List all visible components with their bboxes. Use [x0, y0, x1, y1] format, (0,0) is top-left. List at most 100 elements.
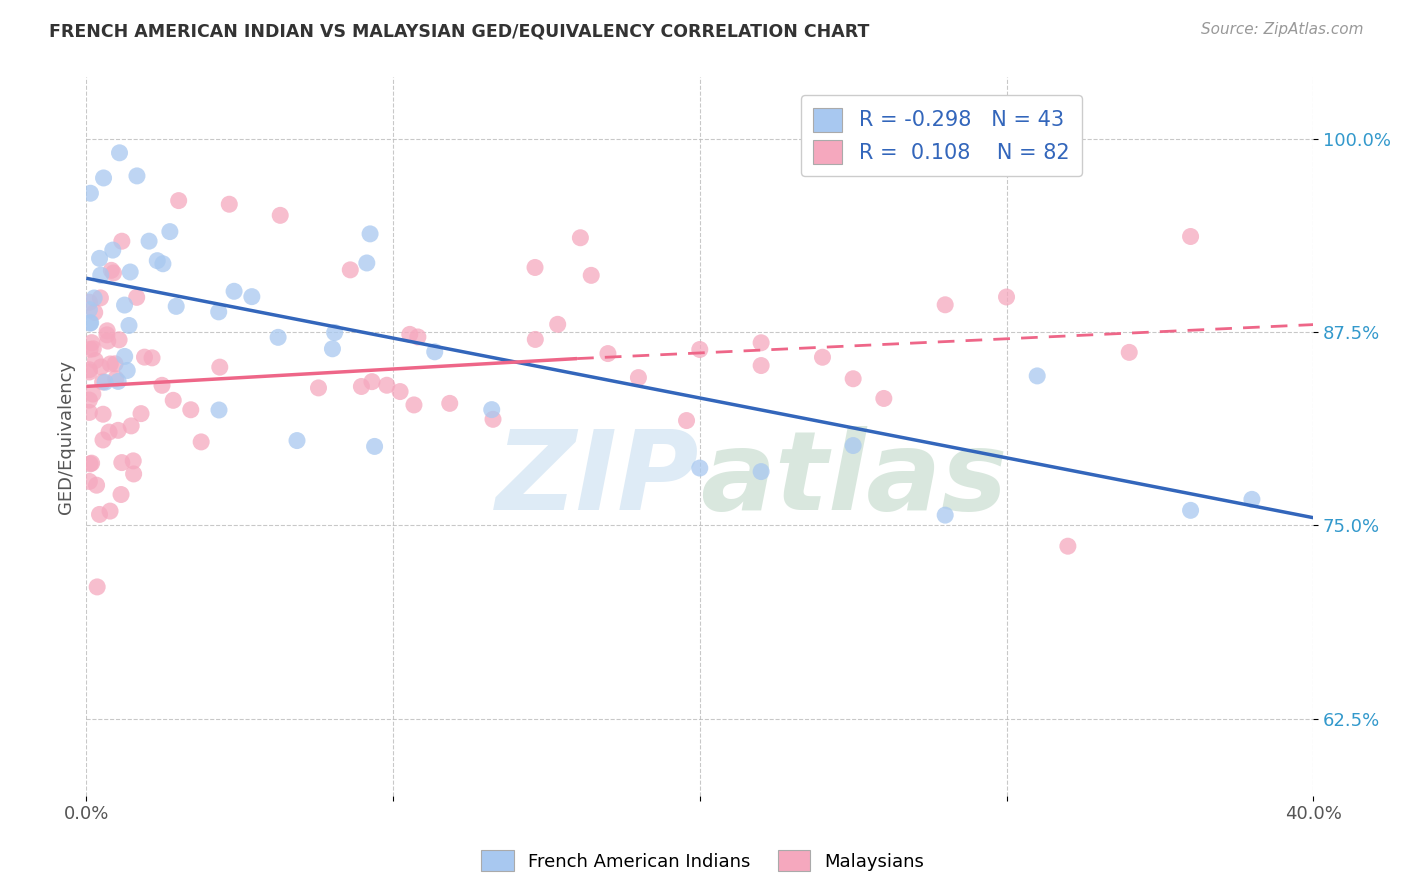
Point [79, 475, 101, 489]
Point [524, 260, 547, 275]
Point [402, 398, 425, 412]
Point [91, 433, 114, 447]
Point [83, 305, 105, 319]
Point [80, 335, 103, 350]
Point [98, 425, 121, 439]
Point [995, 290, 1018, 304]
Point [749, 335, 772, 350]
Point [120, 265, 142, 279]
Point [96, 327, 118, 342]
Point [934, 508, 956, 523]
Point [111, 456, 134, 470]
Point [82, 387, 104, 401]
Point [90, 268, 112, 282]
Point [79, 186, 101, 201]
Legend: R = -0.298   N = 43, R =  0.108    N = 82: R = -0.298 N = 43, R = 0.108 N = 82 [800, 95, 1083, 177]
Point [627, 370, 650, 384]
Point [150, 378, 173, 392]
Point [114, 298, 136, 312]
Point [842, 438, 865, 452]
Point [91, 407, 114, 421]
Point [190, 434, 212, 449]
Point [167, 194, 190, 208]
Point [363, 439, 385, 453]
Point [308, 381, 330, 395]
Point [842, 372, 865, 386]
Point [934, 298, 956, 312]
Point [873, 392, 896, 406]
Point [749, 359, 772, 373]
Point [482, 412, 505, 426]
Point [79, 295, 101, 310]
Point [129, 407, 152, 421]
Point [749, 465, 772, 479]
Point [1026, 368, 1049, 383]
Point [1057, 539, 1080, 553]
Point [1240, 492, 1263, 507]
Point [208, 305, 231, 319]
Point [406, 330, 429, 344]
Point [208, 403, 231, 417]
Point [120, 418, 142, 433]
Point [79, 316, 101, 330]
Point [134, 350, 156, 364]
Point [122, 467, 145, 481]
Point [222, 285, 245, 299]
Text: Source: ZipAtlas.com: Source: ZipAtlas.com [1201, 22, 1364, 37]
Point [98, 504, 121, 518]
Point [79, 316, 101, 330]
Point [79, 405, 101, 419]
Point [323, 326, 346, 340]
Point [79, 343, 101, 357]
Point [389, 384, 412, 399]
Point [114, 350, 136, 364]
Point [79, 365, 101, 379]
Point [118, 318, 141, 333]
Point [79, 457, 101, 471]
Point [375, 378, 398, 392]
Point [111, 234, 134, 248]
Point [269, 208, 291, 222]
Point [152, 257, 174, 271]
Point [89, 291, 111, 305]
Point [108, 145, 131, 160]
Point [79, 362, 101, 376]
Point [359, 227, 381, 241]
Point [83, 291, 105, 305]
Point [125, 290, 148, 304]
Point [159, 225, 181, 239]
Point [689, 343, 711, 357]
Text: ZIP: ZIP [496, 426, 700, 533]
Point [89, 252, 111, 266]
Point [423, 344, 446, 359]
Point [285, 434, 308, 448]
Point [596, 346, 619, 360]
Text: atlas: atlas [700, 426, 1007, 533]
Point [675, 413, 697, 427]
Point [811, 350, 834, 364]
Point [93, 170, 115, 185]
Point [96, 324, 118, 338]
Point [218, 197, 240, 211]
Point [115, 363, 138, 377]
Point [165, 299, 187, 313]
Point [240, 290, 263, 304]
Point [547, 318, 569, 332]
Point [97, 334, 120, 348]
Point [86, 478, 108, 492]
Point [86, 580, 108, 594]
Text: FRENCH AMERICAN INDIAN VS MALAYSIAN GED/EQUIVALENCY CORRELATION CHART: FRENCH AMERICAN INDIAN VS MALAYSIAN GED/… [49, 22, 869, 40]
Point [84, 353, 107, 368]
Point [98, 357, 121, 371]
Point [569, 231, 592, 245]
Point [439, 396, 461, 410]
Point [107, 423, 129, 437]
Point [689, 461, 711, 475]
Point [146, 253, 169, 268]
Point [524, 333, 547, 347]
Point [267, 330, 290, 344]
Point [138, 234, 160, 248]
Point [89, 508, 111, 522]
Point [339, 263, 361, 277]
Point [101, 243, 124, 257]
